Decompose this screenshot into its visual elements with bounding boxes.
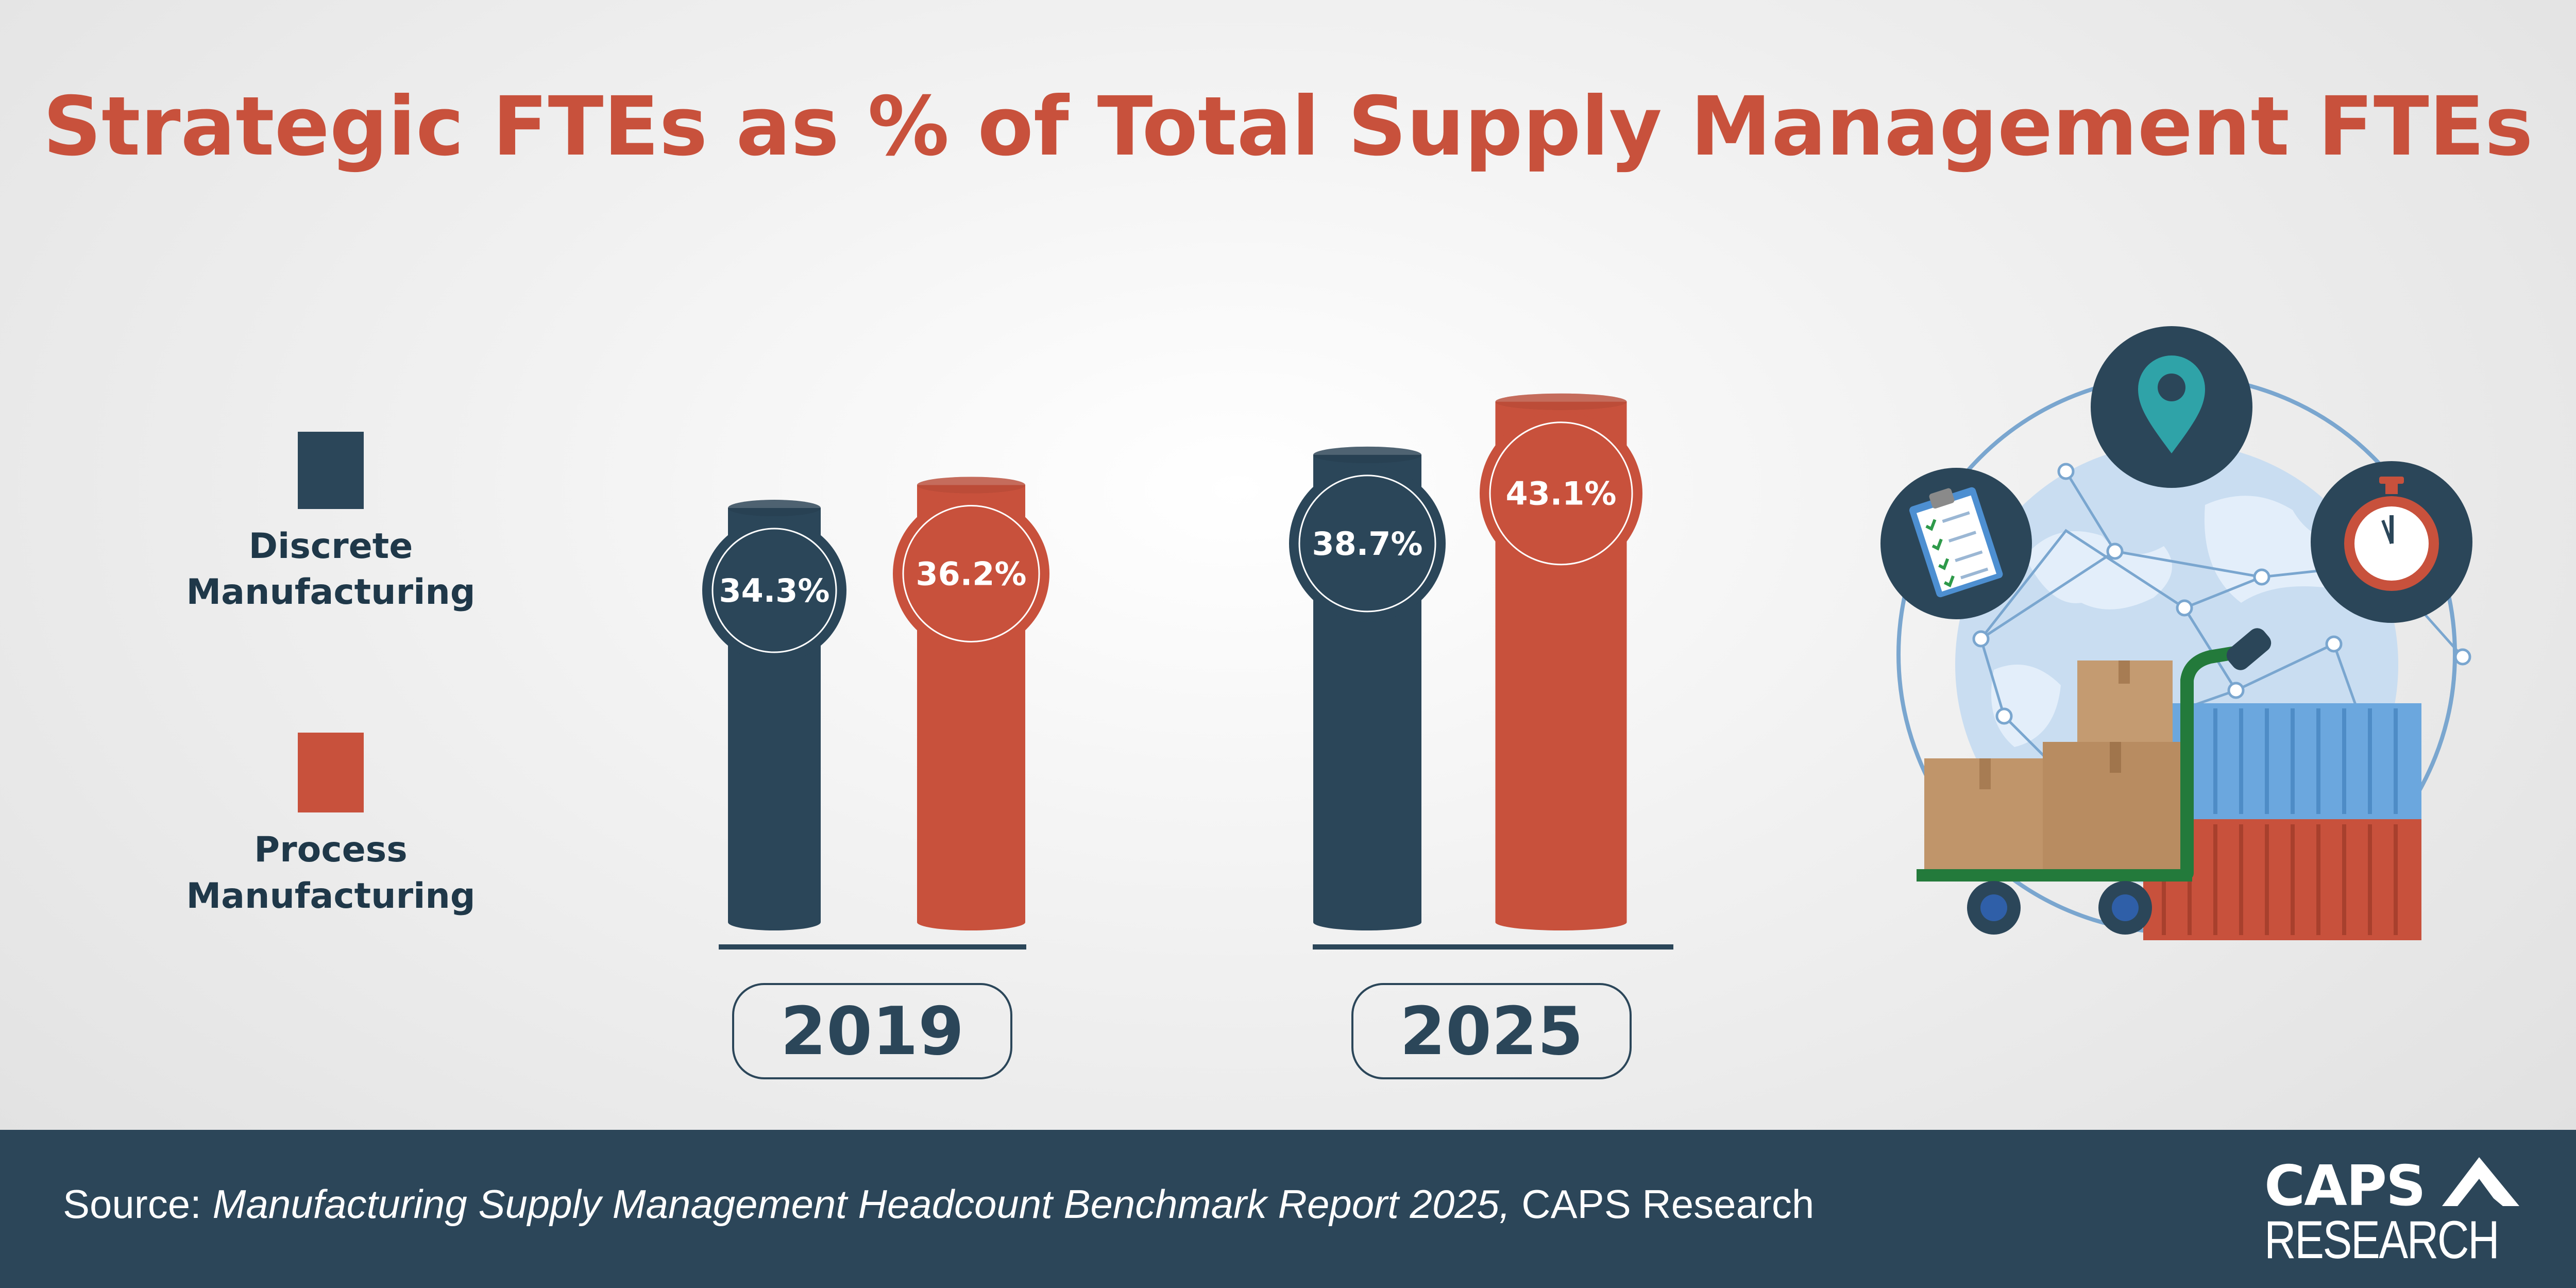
bar-discrete-2025-badge [1289,465,1446,622]
bar-process-2019-top-cap [917,477,1025,494]
bar-process-2025-bottom-cap [1495,914,1627,930]
bar-discrete-2019-bottom-cap [728,914,821,930]
bar-discrete-2019: 34.3% [702,500,846,930]
year-pill-2019 [732,983,1012,1079]
year-label-2019: 2019 [781,993,964,1070]
legend-label-discrete-1: Discrete [249,526,413,567]
bar-discrete-2019-badge-ring [711,528,837,653]
bar-process-2025-value-label: 43.1% [1505,475,1616,513]
bar-process-2025-badge [1480,412,1642,575]
hand-truck-with-boxes [1917,628,2272,935]
bar-process-2019-value-label: 36.2% [916,555,1026,592]
chart-title: Strategic FTEs as % of Total Supply Mana… [43,79,2533,174]
clipboard-checklist-icon [1909,487,2003,598]
supply-chain-illustration [1880,326,2472,940]
bar-process-2019-bottom-cap [917,914,1025,930]
globe-continent [2025,531,2172,609]
globe-continent [1991,665,2061,747]
map-pin-icon [2138,355,2205,453]
logo-research: RESEARCH [2264,1210,2500,1270]
bar-process-2019-badge-ring [902,504,1040,642]
bar-discrete-2025: 38.7% [1289,446,1446,930]
footer-bar [0,1130,2576,1288]
source-citation: Source: Manufacturing Supply Management … [63,1181,1814,1228]
source-prefix: Source: [63,1181,213,1227]
bar-discrete-2025-bottom-cap [1313,914,1421,930]
source-title: Manufacturing Supply Management Headcoun… [212,1181,1511,1227]
bar-discrete-2019-top-cap [728,500,821,517]
legend-swatch-discrete [298,432,364,509]
legend-label-discrete-2: Manufacturing [187,572,476,613]
bar-discrete-2025-value-label: 38.7% [1312,525,1422,563]
year-pill-2025 [1351,983,1632,1079]
bar-discrete-2019-value-label: 34.3% [719,572,829,609]
chart-svg: Strategic FTEs as % of Total Supply Mana… [43,79,2533,1079]
legend-label-process-2: Manufacturing [187,876,476,917]
bar-process-2025-top-cap [1495,393,1627,410]
year-label-2025: 2025 [1400,993,1583,1070]
source-suffix: CAPS Research [1510,1181,1815,1227]
legend-swatch-process [298,733,364,812]
stopwatch-icon [2344,477,2439,591]
caps-research-logo: CAPS RESEARCH [2264,1154,2519,1270]
legend-label-process-1: Process [254,829,407,870]
bar-process-2025: 43.1% [1480,393,1642,930]
bars-group: 34.3% 36.2% 38.7% 43.1% [702,393,1642,930]
bar-discrete-2025-top-cap [1313,446,1421,463]
logo-caps: CAPS [2264,1154,2426,1218]
bar-discrete-2019-badge [702,518,846,663]
bar-process-2019-badge [893,495,1049,652]
logo-mountain-icon [2442,1157,2519,1206]
bar-discrete-2025-badge-ring [1298,474,1436,613]
bar-process-2019: 36.2% [893,477,1049,930]
bar-process-2025-badge-ring [1489,421,1633,566]
